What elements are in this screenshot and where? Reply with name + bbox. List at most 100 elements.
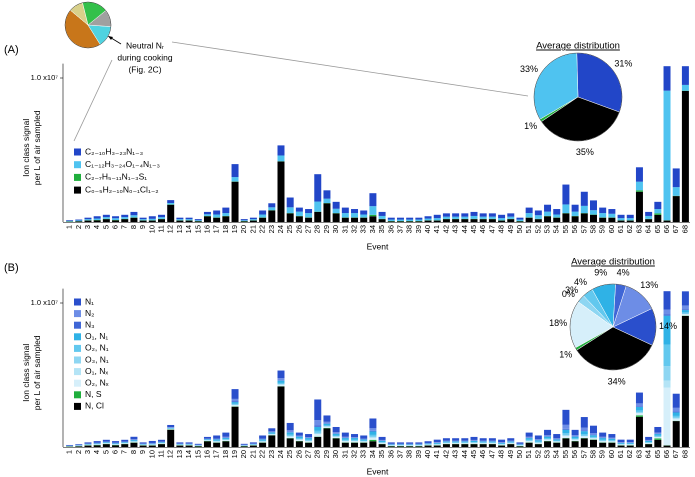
bar-segment	[635, 415, 643, 417]
bar-segment	[231, 401, 239, 403]
x-tick-label: 31	[340, 450, 349, 458]
bar-segment	[442, 219, 450, 222]
x-tick-label: 45	[469, 225, 478, 233]
bar-segment	[213, 442, 221, 447]
bar-segment	[544, 441, 552, 447]
bar-segment	[479, 440, 487, 442]
bar-segment	[268, 428, 276, 432]
bar-segment	[341, 441, 349, 443]
bar-segment	[654, 438, 662, 440]
bar-segment	[626, 442, 634, 443]
bar-segment	[268, 210, 276, 222]
x-tick-label: 48	[497, 225, 506, 233]
bar-segment	[626, 218, 634, 221]
bar-segment	[580, 431, 588, 435]
bar-segment	[571, 438, 579, 440]
pie-label: 18%	[549, 318, 567, 328]
x-tick-label: 51	[524, 450, 533, 458]
bar-segment	[645, 440, 653, 443]
bar-segment	[608, 442, 616, 447]
pie-label: 33%	[520, 64, 538, 74]
bar-segment	[222, 432, 230, 437]
x-tick-label: 63	[634, 450, 643, 458]
bar-segment	[663, 380, 671, 388]
bar-segment	[672, 407, 680, 412]
bar-segment	[452, 213, 460, 217]
bar-segment	[599, 441, 607, 443]
bar-segment	[305, 217, 313, 222]
bar-segment	[415, 446, 423, 447]
bar-segment	[617, 444, 625, 446]
x-tick-label: 21	[248, 450, 257, 458]
bar-segment	[360, 217, 368, 222]
bar-segment	[442, 216, 450, 219]
bar-segment	[323, 426, 331, 428]
bar-segment	[277, 161, 285, 222]
x-tick-label: 65	[653, 450, 662, 458]
bar-segment	[590, 214, 597, 222]
bar-segment	[121, 217, 129, 219]
bar-segment	[470, 211, 478, 216]
x-tick-label: 23	[267, 450, 276, 458]
bar-segment	[442, 438, 450, 441]
bar-segment	[525, 432, 533, 437]
bar-segment	[681, 310, 689, 313]
bar-segment	[534, 210, 542, 216]
bar-segment	[590, 210, 597, 215]
bar-segment	[599, 217, 607, 222]
pie-outline	[569, 283, 657, 371]
bar-segment	[259, 435, 267, 439]
x-tick-label: 50	[515, 450, 524, 458]
bar-segment	[323, 198, 331, 203]
bar-segment	[599, 439, 607, 441]
bar-segment	[599, 213, 607, 218]
x-tick-label: 37	[395, 450, 404, 458]
bar-segment	[415, 219, 423, 221]
bar-segment	[654, 214, 662, 222]
x-tick-label: 32	[350, 450, 359, 458]
bar-segment	[544, 435, 552, 437]
legend-label: C₀₋₅H₂₋₁₀N₀₋₁Cl₁₋₂	[85, 184, 159, 194]
bar-segment	[130, 442, 138, 447]
x-tick-label: 41	[432, 450, 441, 458]
bar-segment	[424, 443, 432, 445]
bar-segment	[544, 436, 552, 439]
x-tick-label: 41	[432, 225, 441, 233]
bar-segment	[608, 434, 616, 438]
bar-segment	[369, 431, 377, 435]
bar-segment	[314, 420, 322, 426]
legend-label: N₃	[85, 319, 95, 329]
bar-segment	[479, 443, 487, 444]
bar-segment	[590, 438, 597, 440]
x-tick-label: 33	[359, 450, 368, 458]
bar-segment	[387, 442, 395, 444]
bar-segment	[571, 429, 579, 436]
bar-segment	[608, 217, 616, 222]
legend-swatch	[74, 391, 81, 399]
x-tick-label: 67	[671, 225, 680, 233]
x-tick-label: 26	[294, 450, 303, 458]
bar-segment	[635, 167, 643, 182]
x-tick-label: 6	[111, 450, 120, 454]
bar-segment	[645, 436, 653, 440]
bar-segment	[580, 427, 588, 431]
bar-segment	[176, 442, 184, 444]
bar-segment	[167, 202, 175, 205]
legend-swatch	[74, 333, 81, 341]
bar-segment	[84, 219, 92, 221]
bar-segment	[286, 436, 294, 439]
bar-segment	[341, 438, 349, 440]
bar-segment	[213, 435, 221, 439]
bar-segment	[654, 213, 662, 215]
bar-segment	[479, 219, 487, 222]
bar-segment	[479, 216, 487, 219]
arrow-head	[108, 36, 113, 40]
bar-segment	[626, 444, 634, 446]
bar-segment	[185, 220, 193, 222]
bar-segment	[139, 220, 147, 222]
x-tick-label: 66	[662, 225, 671, 233]
bar-segment	[112, 443, 120, 444]
bar-segment	[102, 439, 110, 442]
bar-segment	[213, 217, 221, 222]
bar-segment	[396, 221, 404, 222]
